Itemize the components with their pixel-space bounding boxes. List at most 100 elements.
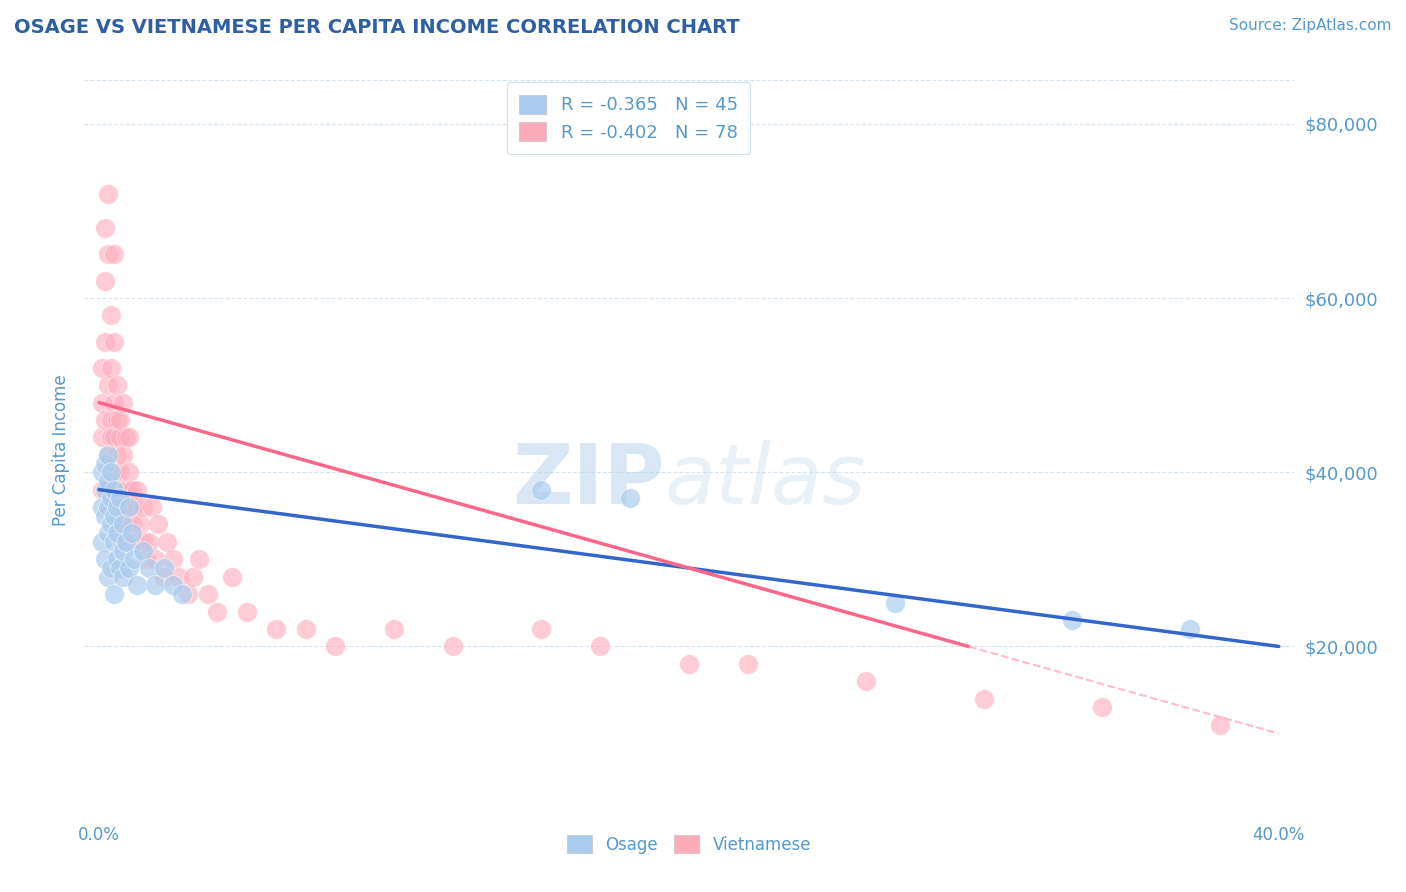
Text: OSAGE VS VIETNAMESE PER CAPITA INCOME CORRELATION CHART: OSAGE VS VIETNAMESE PER CAPITA INCOME CO… xyxy=(14,18,740,37)
Point xyxy=(100,500,122,514)
Point xyxy=(108,465,131,479)
Point xyxy=(91,395,114,409)
Point xyxy=(103,535,125,549)
Point xyxy=(121,483,143,497)
Point xyxy=(114,483,136,497)
Point xyxy=(153,570,176,584)
Point xyxy=(235,605,257,619)
Point xyxy=(146,517,169,532)
Point xyxy=(111,517,134,532)
Point xyxy=(100,360,122,375)
Point xyxy=(100,561,122,575)
Point xyxy=(1209,718,1232,732)
Point xyxy=(117,430,139,444)
Point xyxy=(121,526,143,541)
Point xyxy=(105,378,128,392)
Point xyxy=(197,587,219,601)
Point xyxy=(105,552,128,566)
Text: ZIP: ZIP xyxy=(512,440,665,521)
Point xyxy=(97,378,120,392)
Point xyxy=(138,561,160,575)
Point xyxy=(264,622,287,636)
Point xyxy=(129,517,152,532)
Point xyxy=(108,491,131,506)
Point xyxy=(108,413,131,427)
Point xyxy=(108,500,131,514)
Point xyxy=(100,465,122,479)
Point xyxy=(589,640,612,654)
Point xyxy=(183,570,205,584)
Point xyxy=(117,561,139,575)
Point xyxy=(114,517,136,532)
Point xyxy=(100,309,122,323)
Point xyxy=(114,430,136,444)
Point xyxy=(91,500,114,514)
Point xyxy=(108,561,131,575)
Point xyxy=(103,465,125,479)
Point xyxy=(97,448,120,462)
Point xyxy=(100,430,122,444)
Point xyxy=(124,500,146,514)
Point xyxy=(205,605,228,619)
Point xyxy=(221,570,243,584)
Legend: Osage, Vietnamese: Osage, Vietnamese xyxy=(560,829,818,861)
Point xyxy=(135,552,157,566)
Point xyxy=(103,247,125,261)
Point xyxy=(138,535,160,549)
Point xyxy=(124,535,146,549)
Point xyxy=(153,561,176,575)
Point xyxy=(100,413,122,427)
Point xyxy=(162,552,184,566)
Point xyxy=(103,587,125,601)
Point xyxy=(530,483,553,497)
Point xyxy=(117,500,139,514)
Point xyxy=(117,500,139,514)
Point xyxy=(127,578,149,592)
Point xyxy=(97,247,120,261)
Point xyxy=(619,491,641,506)
Point xyxy=(97,570,120,584)
Point xyxy=(103,334,125,349)
Point xyxy=(124,552,146,566)
Point xyxy=(1062,613,1084,627)
Point xyxy=(105,448,128,462)
Point xyxy=(97,500,120,514)
Point xyxy=(117,465,139,479)
Point xyxy=(167,570,190,584)
Point xyxy=(678,657,700,671)
Point xyxy=(91,483,114,497)
Point xyxy=(105,413,128,427)
Point xyxy=(143,578,166,592)
Point xyxy=(141,500,163,514)
Point xyxy=(162,578,184,592)
Point xyxy=(103,483,125,497)
Point xyxy=(111,570,134,584)
Point xyxy=(94,508,117,523)
Point xyxy=(737,657,759,671)
Point xyxy=(1091,700,1114,714)
Point xyxy=(127,483,149,497)
Point xyxy=(97,186,120,201)
Point xyxy=(973,691,995,706)
Point xyxy=(441,640,464,654)
Point xyxy=(94,457,117,471)
Point xyxy=(94,221,117,235)
Point xyxy=(143,552,166,566)
Point xyxy=(530,622,553,636)
Point xyxy=(111,448,134,462)
Point xyxy=(100,491,122,506)
Point xyxy=(132,543,155,558)
Point xyxy=(132,535,155,549)
Point xyxy=(94,413,117,427)
Point xyxy=(156,535,179,549)
Point xyxy=(91,430,114,444)
Point xyxy=(111,395,134,409)
Point xyxy=(97,526,120,541)
Y-axis label: Per Capita Income: Per Capita Income xyxy=(52,375,70,526)
Point xyxy=(94,552,117,566)
Text: atlas: atlas xyxy=(665,440,866,521)
Point xyxy=(114,535,136,549)
Point xyxy=(100,517,122,532)
Point xyxy=(108,430,131,444)
Point xyxy=(170,587,193,601)
